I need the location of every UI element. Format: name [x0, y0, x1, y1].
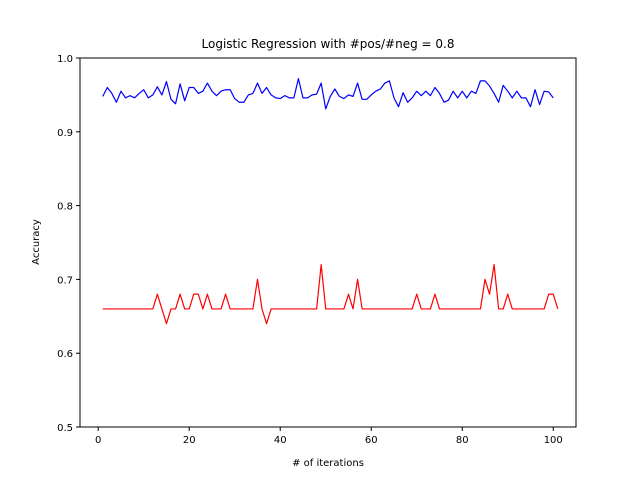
x-tick-label: 80 [456, 435, 469, 446]
x-tick-label: 100 [544, 435, 563, 446]
x-tick-label: 0 [95, 435, 101, 446]
x-axis-label: # of iterations [292, 458, 364, 469]
x-tick-label: 40 [274, 435, 287, 446]
chart-title: Logistic Regression with #pos/#neg = 0.8 [202, 37, 455, 51]
y-tick-label: 0.7 [57, 275, 73, 286]
series-line-2 [102, 264, 559, 325]
y-tick-label: 0.6 [57, 349, 73, 360]
x-tick-label: 20 [183, 435, 196, 446]
y-axis-label: Accuracy [31, 219, 42, 265]
series-line-1 [102, 78, 554, 110]
plot-area: 0 20 40 60 80 100 0.5 0.6 0.7 0.8 0.9 1.0 [57, 54, 577, 446]
y-tick-label: 0.8 [57, 202, 73, 213]
axes-frame [79, 57, 577, 428]
y-tick-label: 0.5 [57, 423, 73, 434]
y-tick-label: 0.9 [57, 128, 73, 139]
x-tick-label: 60 [365, 435, 378, 446]
y-tick-label: 1.0 [57, 54, 73, 65]
